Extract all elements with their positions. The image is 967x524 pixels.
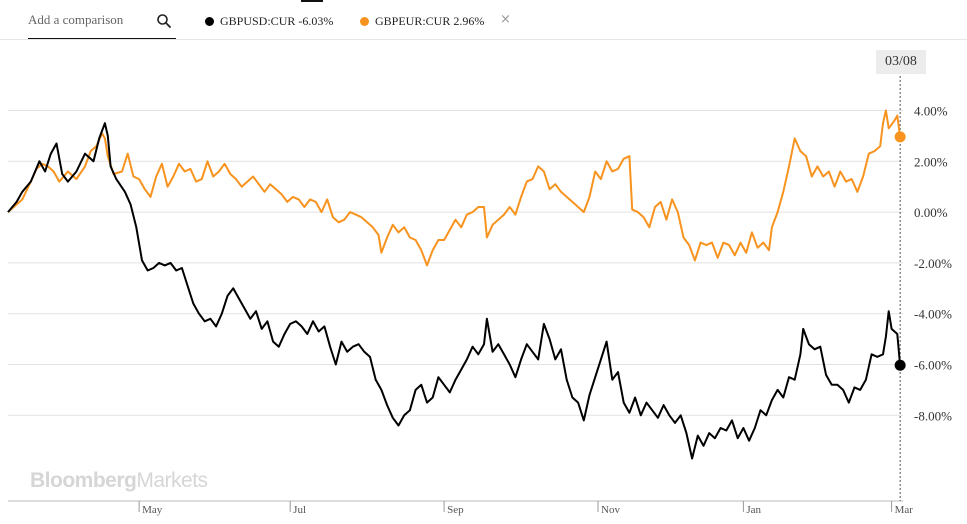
y-tick-label: 0.00% <box>914 205 948 220</box>
y-tick-label: -8.00% <box>914 408 952 423</box>
x-tick-label: Mar <box>895 504 914 516</box>
bloomberg-markets-logo: BloombergMarkets <box>30 469 208 493</box>
logo-bloomberg: Bloomberg <box>30 469 137 492</box>
x-tick-label: Jul <box>293 504 306 516</box>
logo-markets: Markets <box>136 469 208 492</box>
y-tick-label: 2.00% <box>914 154 948 169</box>
series-line-gbpusd[interactable] <box>7 122 902 460</box>
legend-item-gbpeur[interactable]: GBPEUR:CUR 2.96% <box>360 13 484 29</box>
series-dot-gbpusd <box>205 16 214 26</box>
crosshair-date-badge: 03/08 <box>876 50 926 74</box>
comparison-search-input[interactable] <box>28 12 148 28</box>
x-tick-label: Sep <box>447 504 464 516</box>
legend-label-gbpeur: GBPEUR:CUR 2.96% <box>375 13 485 28</box>
y-tick-label: -6.00% <box>914 358 952 373</box>
comparison-search[interactable] <box>28 8 176 39</box>
remove-comparison-close-icon[interactable]: × <box>500 12 511 27</box>
x-tick-label: Nov <box>601 504 620 516</box>
y-tick-label: -2.00% <box>914 256 952 271</box>
series-line-gbpeur[interactable] <box>7 109 902 267</box>
end-marker-gbpeur[interactable] <box>894 131 906 143</box>
x-tick-label: May <box>142 504 163 516</box>
x-tick-label: Jan <box>746 504 761 516</box>
legend-label-gbpusd: GBPUSD:CUR -6.03% <box>220 13 334 28</box>
y-tick-label: -4.00% <box>914 307 952 322</box>
active-indicator <box>301 0 323 2</box>
legend-item-gbpusd[interactable]: GBPUSD:CUR -6.03% <box>205 13 333 29</box>
search-icon[interactable] <box>156 13 172 29</box>
y-tick-label: 4.00% <box>914 104 948 119</box>
toolbar-divider <box>0 39 967 40</box>
end-marker-gbpusd[interactable] <box>894 359 906 371</box>
comparison-toolbar: GBPUSD:CUR -6.03% GBPEUR:CUR 2.96% × <box>0 0 967 40</box>
series-dot-gbpeur <box>360 16 369 26</box>
